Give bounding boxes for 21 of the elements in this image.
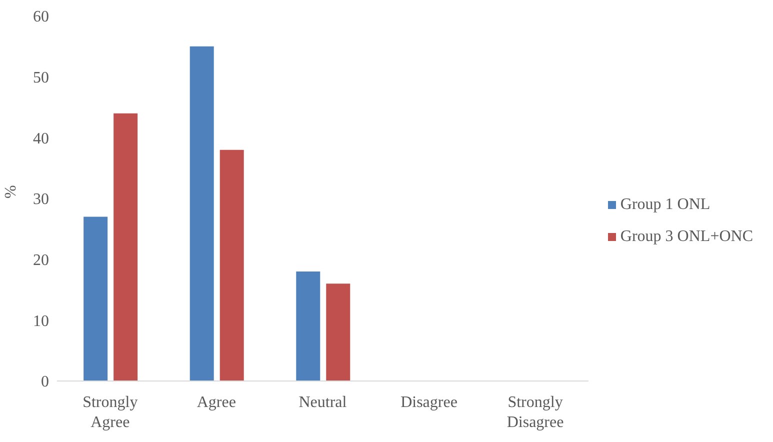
bar: [114, 113, 138, 381]
y-axis-title: %: [2, 185, 20, 198]
y-tick-label: 0: [41, 374, 49, 391]
bar: [84, 216, 108, 381]
y-tick-label: 50: [33, 70, 49, 87]
legend-label: Group 3 ONL+ONC: [620, 228, 753, 245]
bar: [220, 150, 244, 381]
x-tick-label: Agree: [196, 394, 236, 411]
x-tick-label: Strongly Agree: [82, 394, 138, 431]
bar: [326, 284, 350, 381]
y-tick-label: 60: [33, 8, 49, 26]
y-tick-label: 30: [33, 191, 49, 208]
bar: [190, 46, 214, 381]
x-tick-label: Strongly Disagree: [506, 394, 564, 431]
y-tick-label: 10: [33, 312, 49, 330]
x-tick-label: Disagree: [400, 394, 458, 411]
y-tick-label: 20: [33, 252, 49, 270]
bar: [296, 272, 320, 381]
legend-label: Group 1 ONL: [620, 196, 710, 213]
y-tick-label: 40: [33, 130, 49, 148]
x-tick-label: Neutral: [298, 394, 348, 411]
